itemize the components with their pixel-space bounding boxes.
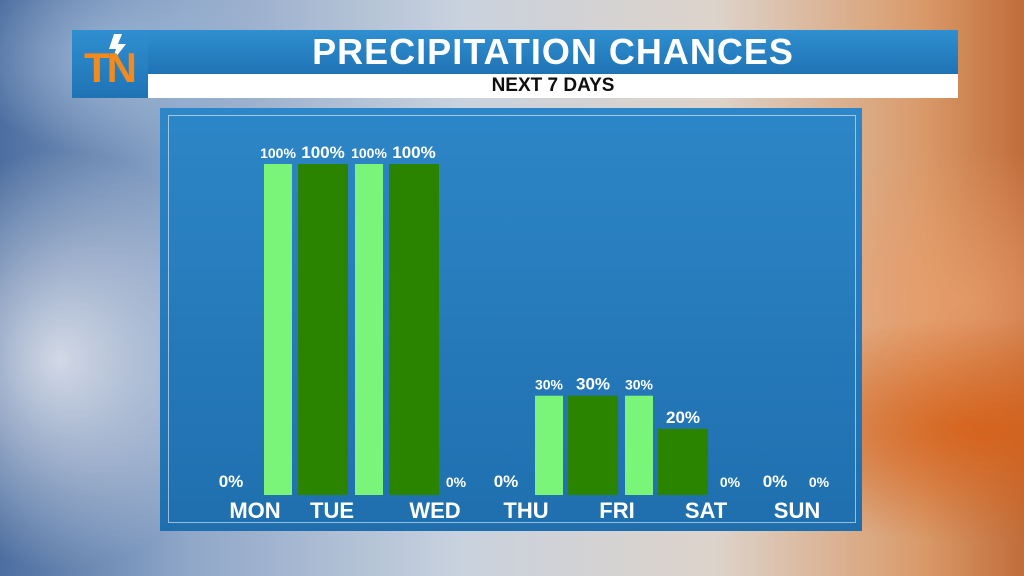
chart-subtitle: NEXT 7 DAYS xyxy=(148,74,958,98)
bar-value-label: 30% xyxy=(535,377,564,393)
bar xyxy=(535,395,563,495)
bar xyxy=(355,164,383,495)
x-tick-label: TUE xyxy=(310,498,354,523)
bar-value-label: 0% xyxy=(809,474,830,490)
bar xyxy=(625,395,653,495)
bar-value-label: 30% xyxy=(625,377,654,393)
bar-value-label: 30% xyxy=(576,375,610,394)
chart-title: PRECIPITATION CHANCES xyxy=(312,31,794,72)
x-tick-label: THU xyxy=(503,498,548,523)
bar-value-label: 0% xyxy=(219,472,244,491)
bar-value-label: 0% xyxy=(720,474,741,490)
bar-value-label: 0% xyxy=(446,474,467,490)
x-tick-label: WED xyxy=(409,498,460,523)
bar xyxy=(264,164,292,495)
chart-frame xyxy=(168,115,856,523)
x-tick-label: SAT xyxy=(685,498,728,523)
bar-value-label: 20% xyxy=(666,408,700,427)
x-tick-label: MON xyxy=(229,498,280,523)
x-tick-label: FRI xyxy=(599,498,634,523)
bar-value-label: 100% xyxy=(301,143,344,162)
lightning-bolt-icon xyxy=(109,34,126,62)
bar xyxy=(298,164,348,495)
bar-value-label: 0% xyxy=(494,472,519,491)
logo-text: TN xyxy=(84,44,137,91)
bar-value-label: 100% xyxy=(392,143,435,162)
bar-value-label: 100% xyxy=(351,145,387,161)
bar xyxy=(658,428,708,495)
bar xyxy=(389,164,439,495)
bar xyxy=(568,395,618,495)
bar-value-label: 100% xyxy=(260,145,296,161)
bar-value-label: 0% xyxy=(763,472,788,491)
logo xyxy=(72,30,148,98)
header-bar xyxy=(72,30,958,74)
x-tick-label: SUN xyxy=(774,498,820,523)
